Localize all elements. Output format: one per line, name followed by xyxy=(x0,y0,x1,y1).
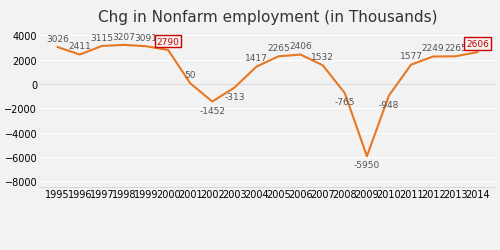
Text: -5950: -5950 xyxy=(354,161,380,170)
Text: 1417: 1417 xyxy=(245,54,268,63)
Text: 2265: 2265 xyxy=(267,44,290,53)
Text: 2411: 2411 xyxy=(68,42,91,51)
Text: 3115: 3115 xyxy=(90,34,114,42)
Text: 1577: 1577 xyxy=(400,52,422,61)
Text: 2790: 2790 xyxy=(156,38,180,46)
Text: 2249: 2249 xyxy=(422,44,444,53)
Text: 2406: 2406 xyxy=(290,42,312,51)
Text: 3091: 3091 xyxy=(134,34,158,43)
Legend: Chg in Nonfarm employment (in Thousands): Chg in Nonfarm employment (in Thousands) xyxy=(133,246,402,250)
Text: 1532: 1532 xyxy=(312,53,334,62)
Text: 3026: 3026 xyxy=(46,35,69,43)
Text: 2265: 2265 xyxy=(444,44,466,53)
Text: 2606: 2606 xyxy=(466,40,489,49)
Text: -948: -948 xyxy=(379,100,399,109)
Text: 50: 50 xyxy=(184,71,196,80)
Title: Chg in Nonfarm employment (in Thousands): Chg in Nonfarm employment (in Thousands) xyxy=(98,10,437,25)
Text: -313: -313 xyxy=(224,92,244,102)
Text: 3207: 3207 xyxy=(112,32,136,42)
Text: -1452: -1452 xyxy=(200,106,226,115)
Text: -765: -765 xyxy=(334,98,355,107)
